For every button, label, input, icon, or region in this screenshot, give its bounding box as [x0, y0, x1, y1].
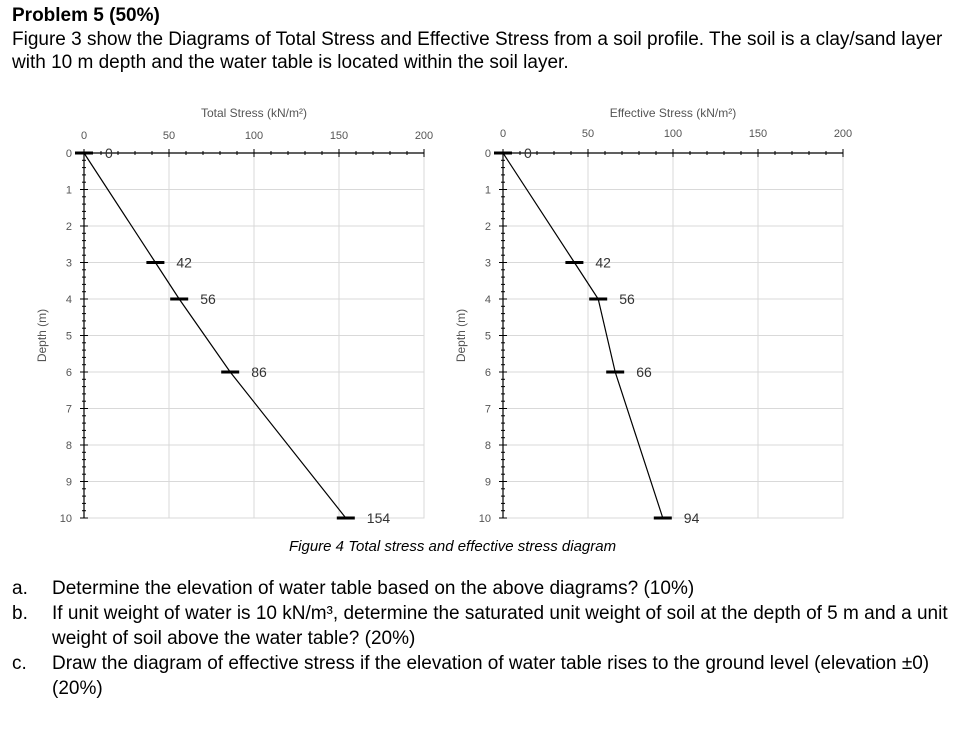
y-tick-label: 10: [479, 513, 491, 525]
data-label: 56: [619, 291, 635, 307]
y-tick-label: 1: [485, 185, 491, 197]
y-tick-label: 4: [66, 294, 72, 306]
chart-title: Total Stress (kN/m²): [201, 106, 307, 120]
question-c: c. Draw the diagram of effective stress …: [12, 651, 952, 701]
data-label: 0: [524, 145, 532, 161]
y-tick-label: 0: [66, 148, 72, 160]
data-label: 42: [176, 255, 192, 271]
y-tick-label: 8: [485, 440, 491, 452]
data-label: 56: [200, 291, 216, 307]
figure-caption: Figure 4 Total stress and effective stre…: [289, 538, 617, 555]
y-tick-label: 4: [485, 294, 491, 306]
question-list: a. Determine the elevation of water tabl…: [12, 576, 952, 701]
question-b-label: b.: [12, 603, 28, 624]
y-tick-label: 1: [66, 185, 72, 197]
data-label: 42: [595, 255, 611, 271]
y-tick-label: 6: [485, 367, 491, 379]
x-tick-label: 100: [664, 128, 682, 140]
x-tick-label: 200: [834, 128, 852, 140]
y-axis-label: Depth (m): [35, 309, 49, 362]
y-tick-label: 5: [485, 331, 491, 343]
question-a-label: a.: [12, 578, 28, 599]
x-tick-label: 150: [749, 128, 767, 140]
x-tick-label: 200: [415, 130, 433, 142]
problem-title: Problem 5 (50%): [12, 5, 160, 26]
y-tick-label: 3: [485, 258, 491, 270]
problem-intro: Figure 3 show the Diagrams of Total Stre…: [12, 29, 943, 73]
y-axis-label: Depth (m): [454, 309, 468, 362]
y-tick-label: 8: [66, 440, 72, 452]
y-tick-label: 7: [485, 404, 491, 416]
y-tick-label: 10: [60, 513, 72, 525]
question-b: b. If unit weight of water is 10 kN/m³, …: [12, 601, 952, 651]
x-tick-label: 0: [500, 128, 506, 140]
y-tick-label: 2: [66, 221, 72, 233]
x-tick-label: 0: [81, 130, 87, 142]
y-tick-label: 7: [66, 404, 72, 416]
y-tick-label: 3: [66, 258, 72, 270]
data-label: 154: [367, 510, 391, 526]
y-tick-label: 5: [66, 331, 72, 343]
y-tick-label: 9: [66, 477, 72, 489]
data-label: 86: [251, 364, 267, 380]
x-tick-label: 50: [582, 128, 594, 140]
data-label: 66: [636, 364, 652, 380]
data-label: 94: [684, 510, 700, 526]
x-tick-label: 150: [330, 130, 348, 142]
y-tick-label: 0: [485, 148, 491, 160]
x-tick-label: 100: [245, 130, 263, 142]
y-tick-label: 9: [485, 477, 491, 489]
y-tick-label: 6: [66, 367, 72, 379]
question-a: a. Determine the elevation of water tabl…: [12, 576, 952, 601]
x-tick-label: 50: [163, 130, 175, 142]
y-tick-label: 2: [485, 221, 491, 233]
chart-title: Effective Stress (kN/m²): [610, 106, 736, 120]
question-c-label: c.: [12, 653, 27, 674]
question-b-text: If unit weight of water is 10 kN/m³, det…: [52, 603, 948, 649]
data-label: 0: [105, 145, 113, 161]
question-c-text: Draw the diagram of effective stress if …: [52, 653, 930, 699]
question-a-text: Determine the elevation of water table b…: [52, 578, 695, 599]
problem-header: Problem 5 (50%) Figure 3 show the Diagra…: [12, 4, 952, 74]
